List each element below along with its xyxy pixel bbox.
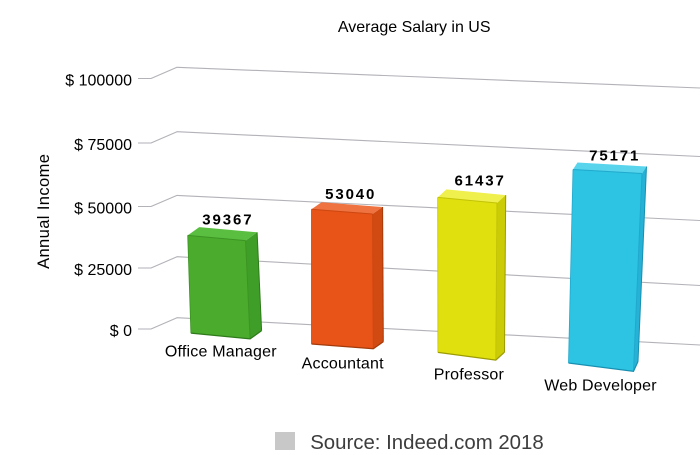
svg-text:Accountant: Accountant (302, 355, 384, 372)
svg-text:Office Manager: Office Manager (165, 344, 277, 361)
svg-text:Professor: Professor (434, 367, 505, 384)
svg-text:Average Salary in US: Average Salary in US (338, 19, 491, 36)
svg-text:Web Developer: Web Developer (544, 378, 657, 395)
svg-text:$ 25000: $ 25000 (74, 262, 132, 279)
svg-text:61437: 61437 (454, 173, 505, 190)
svg-text:$ 50000: $ 50000 (74, 200, 132, 217)
svg-text:$ 0: $ 0 (110, 323, 132, 340)
svg-text:75171: 75171 (589, 148, 640, 165)
svg-text:39367: 39367 (202, 212, 253, 229)
svg-text:Source: Indeed.com 2018: Source: Indeed.com 2018 (310, 432, 544, 454)
svg-text:53040: 53040 (325, 186, 376, 203)
svg-text:$ 100000: $ 100000 (65, 72, 132, 89)
svg-text:$ 75000: $ 75000 (74, 137, 132, 154)
svg-text:Annual Income: Annual Income (35, 154, 53, 269)
